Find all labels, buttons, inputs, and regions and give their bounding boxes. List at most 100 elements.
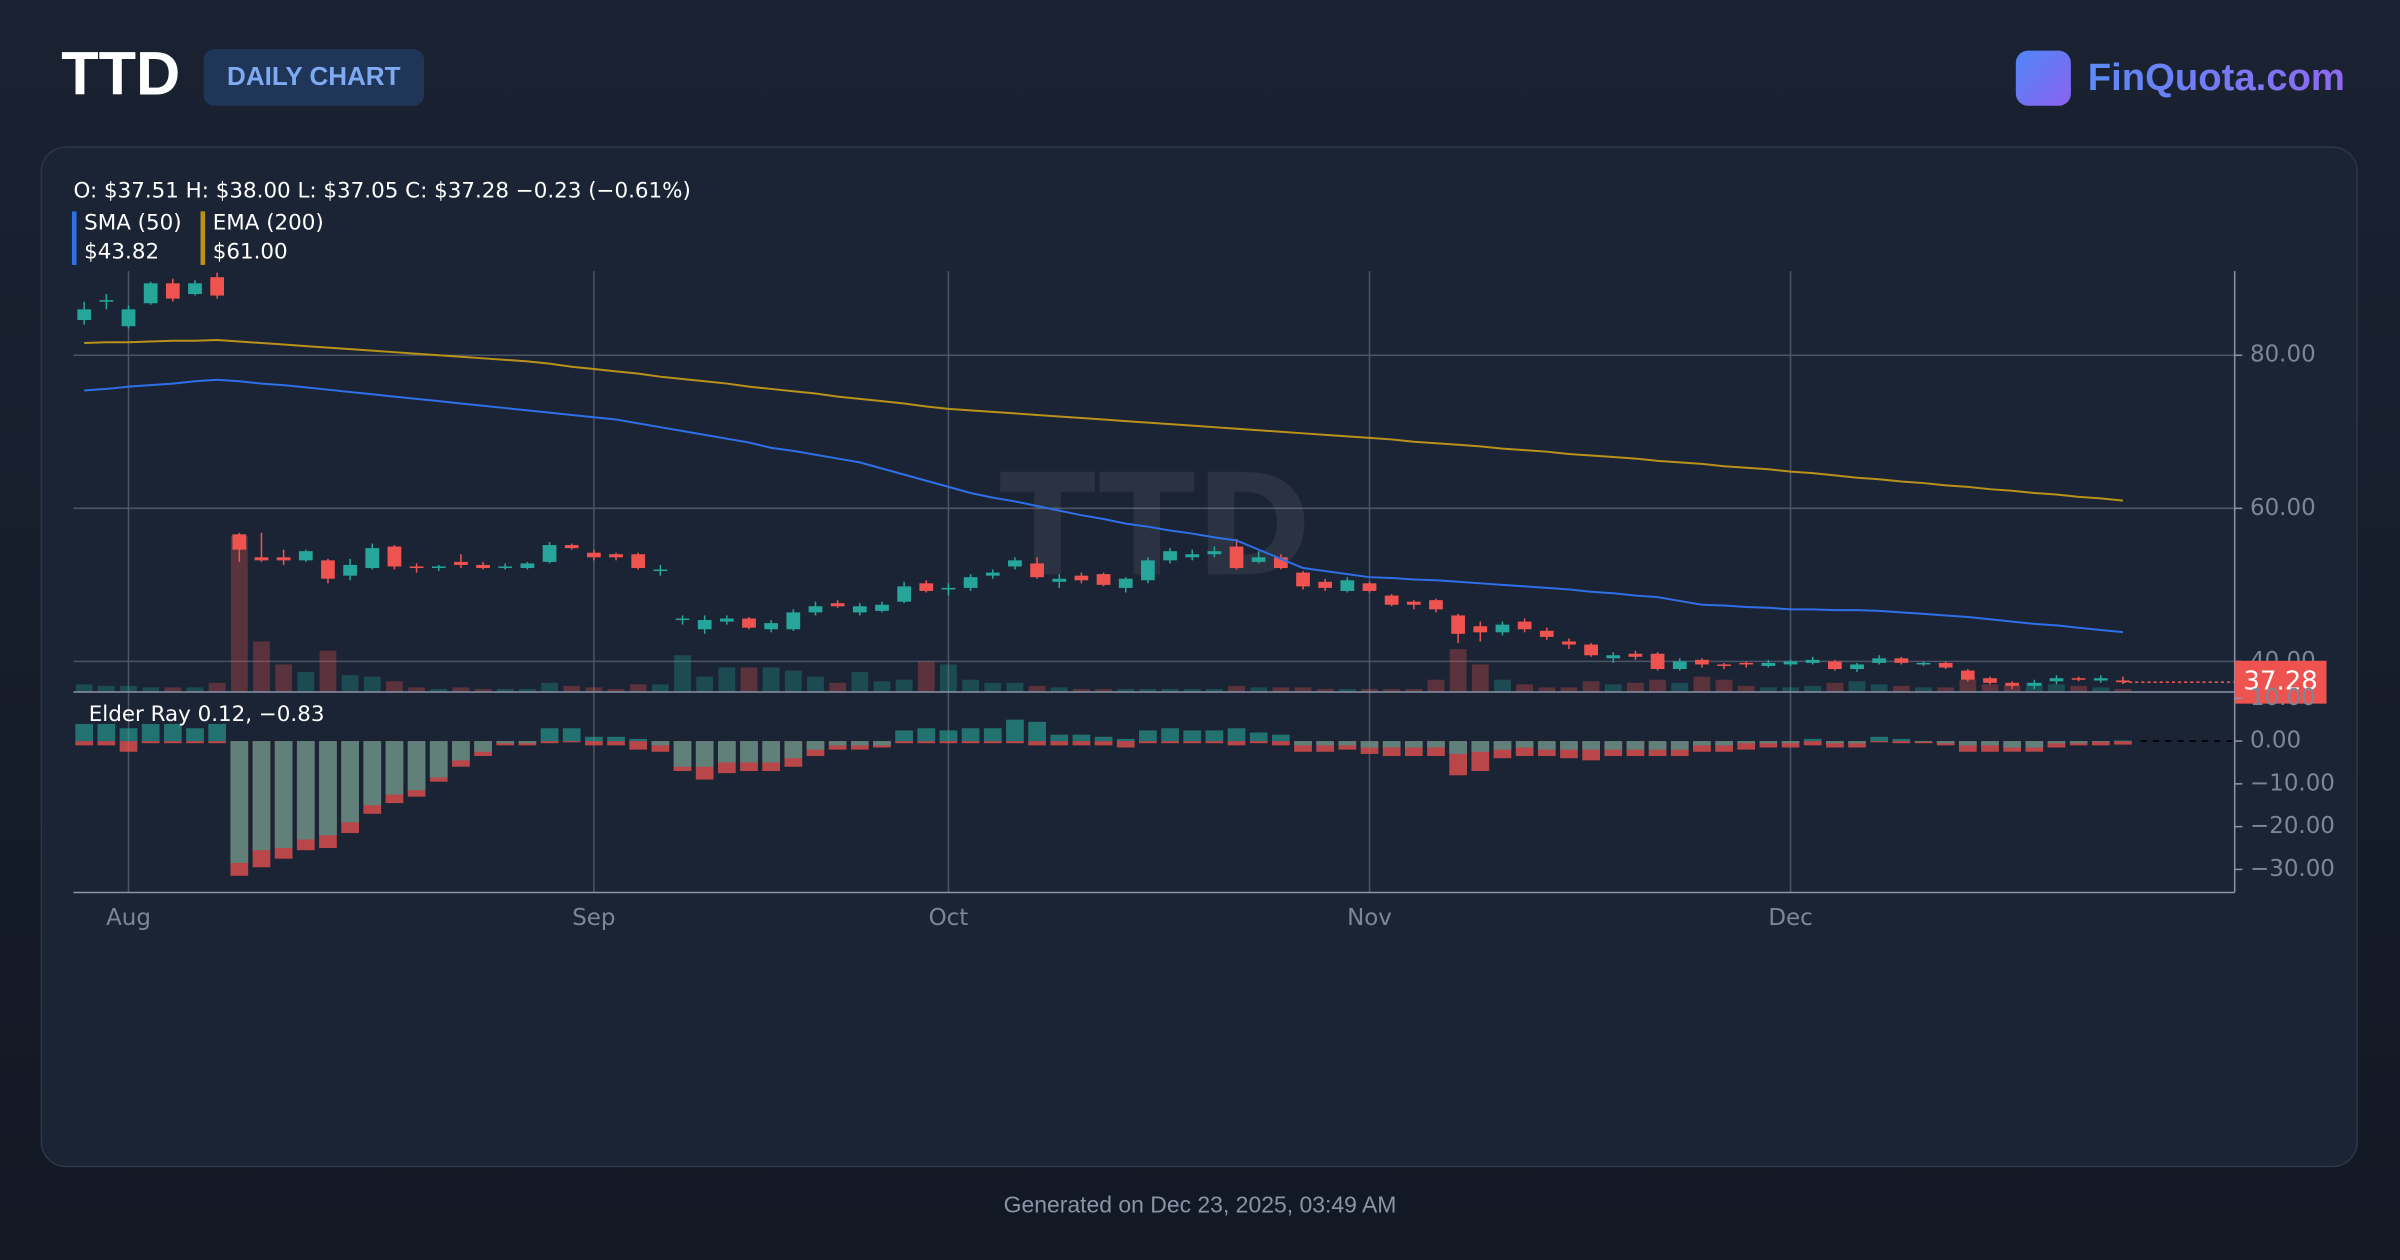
bull-power-bar <box>585 736 603 742</box>
bull-power-bar <box>2047 741 2066 744</box>
volume-bar <box>651 684 669 692</box>
volume-bar <box>1627 682 1644 692</box>
bull-power-bar <box>717 741 736 763</box>
candle-body <box>1606 655 1621 659</box>
volume-bar <box>1737 685 1755 692</box>
candle-body <box>99 300 114 302</box>
candle-body <box>387 546 402 567</box>
bear-power-bar <box>1958 741 1977 752</box>
y-tick-label: 80.00 <box>2250 342 2316 368</box>
candle-body <box>1118 578 1133 588</box>
bear-power-bar <box>2114 741 2132 745</box>
bear-power-bar <box>895 741 913 744</box>
volume-bar <box>120 685 137 692</box>
candle-body <box>1406 601 1421 605</box>
brand[interactable]: FinQuota.com <box>2088 56 2345 99</box>
bear-power-bar <box>1183 741 1202 744</box>
bull-power-bar <box>1560 741 1578 750</box>
last-price-tag <box>2234 660 2327 704</box>
bull-power-bar <box>1848 741 1866 744</box>
bull-power-bar <box>1604 741 1623 750</box>
candle-body <box>1872 658 1887 663</box>
candle-body <box>298 551 313 561</box>
bull-power-bar <box>1715 741 1733 746</box>
bear-power-bar <box>1116 741 1135 748</box>
watermark: TTD <box>1000 444 1312 608</box>
bull-power-bar <box>1404 741 1423 748</box>
bull-power-bar <box>828 741 847 746</box>
bull-power-bar <box>562 728 581 742</box>
indicator-title: Elder Ray 0.12, −0.83 <box>89 702 325 727</box>
volume-bar <box>1316 688 1334 692</box>
bull-power-bar <box>429 741 448 778</box>
candle-body <box>2027 682 2042 686</box>
volume-bar <box>1095 688 1112 692</box>
candle-body <box>232 534 247 550</box>
bull-power-bar <box>1537 741 1556 750</box>
volume-bar <box>851 672 869 692</box>
candle-body <box>454 561 468 565</box>
candle-body <box>1672 661 1687 670</box>
volume-bar <box>1427 679 1445 692</box>
bear-power-bar <box>1050 741 1069 746</box>
bear-power-bar <box>1870 741 1889 743</box>
candle-body <box>1894 658 1909 663</box>
volume-bar <box>1516 684 1534 692</box>
volume-bar <box>1804 685 1822 692</box>
volume-bar <box>1028 685 1046 692</box>
bull-power-bar <box>762 741 781 763</box>
bull-power-bar <box>983 728 1002 742</box>
bull-power-bar <box>784 741 803 759</box>
volume-bar <box>408 687 425 692</box>
bear-power-bar <box>2091 741 2110 746</box>
volume-bar <box>208 682 226 692</box>
bull-power-bar <box>141 723 160 742</box>
bull-power-bar <box>1981 741 1999 746</box>
volume-bar <box>1981 684 1999 692</box>
bear-power-bar <box>1316 741 1335 752</box>
candle-body <box>719 618 734 622</box>
last-price-label: 37.28 <box>2243 667 2317 697</box>
volume-bar <box>940 664 957 692</box>
volume-bar <box>1183 688 1201 692</box>
bull-power-bar <box>1249 732 1268 742</box>
legend-swatch <box>200 211 206 265</box>
candle-body <box>1828 661 1842 670</box>
volume-bar <box>784 670 802 692</box>
y-tick-label: 10.00 <box>2250 685 2316 711</box>
bear-power-bar <box>518 741 537 746</box>
x-tick-label: Nov <box>1347 905 1392 931</box>
volume-bar <box>1870 684 1888 692</box>
candle-body <box>1008 560 1022 567</box>
bull-power-bar <box>252 741 271 851</box>
candle-body <box>1761 662 1776 666</box>
candle-body <box>520 563 535 569</box>
legend-value: $43.82 <box>84 240 159 265</box>
volume-bar <box>341 675 359 692</box>
candle-body <box>1983 678 1997 683</box>
bull-power-bar <box>407 741 426 791</box>
bear-power-bar <box>75 741 94 746</box>
volume-bar <box>142 687 160 692</box>
bear-power-bar <box>97 741 116 746</box>
bull-power-bar <box>740 741 758 763</box>
bull-power-bar <box>1072 734 1091 742</box>
candle-body <box>963 577 978 588</box>
volume-bar <box>607 688 625 692</box>
volume-bar <box>363 676 381 692</box>
bull-power-bar <box>2091 741 2110 742</box>
bull-power-bar <box>1936 741 1955 744</box>
x-tick-label: Oct <box>929 905 969 931</box>
candle-body <box>830 603 845 607</box>
bull-power-bar <box>1338 741 1357 746</box>
volume-bar <box>496 688 514 692</box>
candle-body <box>1717 664 1731 666</box>
bull-power-bar <box>1139 730 1157 742</box>
bear-power-bar <box>141 741 160 744</box>
candle-body <box>1938 662 1953 668</box>
volume-bar <box>807 676 824 692</box>
bear-power-bar <box>585 741 603 746</box>
candle-body <box>1695 659 1709 665</box>
bull-power-bar <box>1050 734 1069 742</box>
candle-body <box>742 618 756 628</box>
